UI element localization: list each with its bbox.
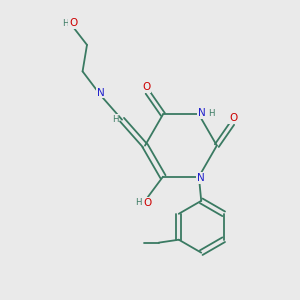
Text: O: O [229, 113, 237, 123]
Text: O: O [69, 18, 78, 28]
Text: H: H [136, 198, 142, 207]
Text: O: O [143, 198, 152, 208]
Text: H: H [62, 19, 69, 28]
Text: N: N [197, 173, 205, 183]
Text: N: N [198, 108, 206, 118]
Text: H: H [112, 115, 119, 124]
Text: H: H [208, 110, 215, 118]
Text: O: O [142, 82, 150, 92]
Text: N: N [97, 88, 105, 98]
